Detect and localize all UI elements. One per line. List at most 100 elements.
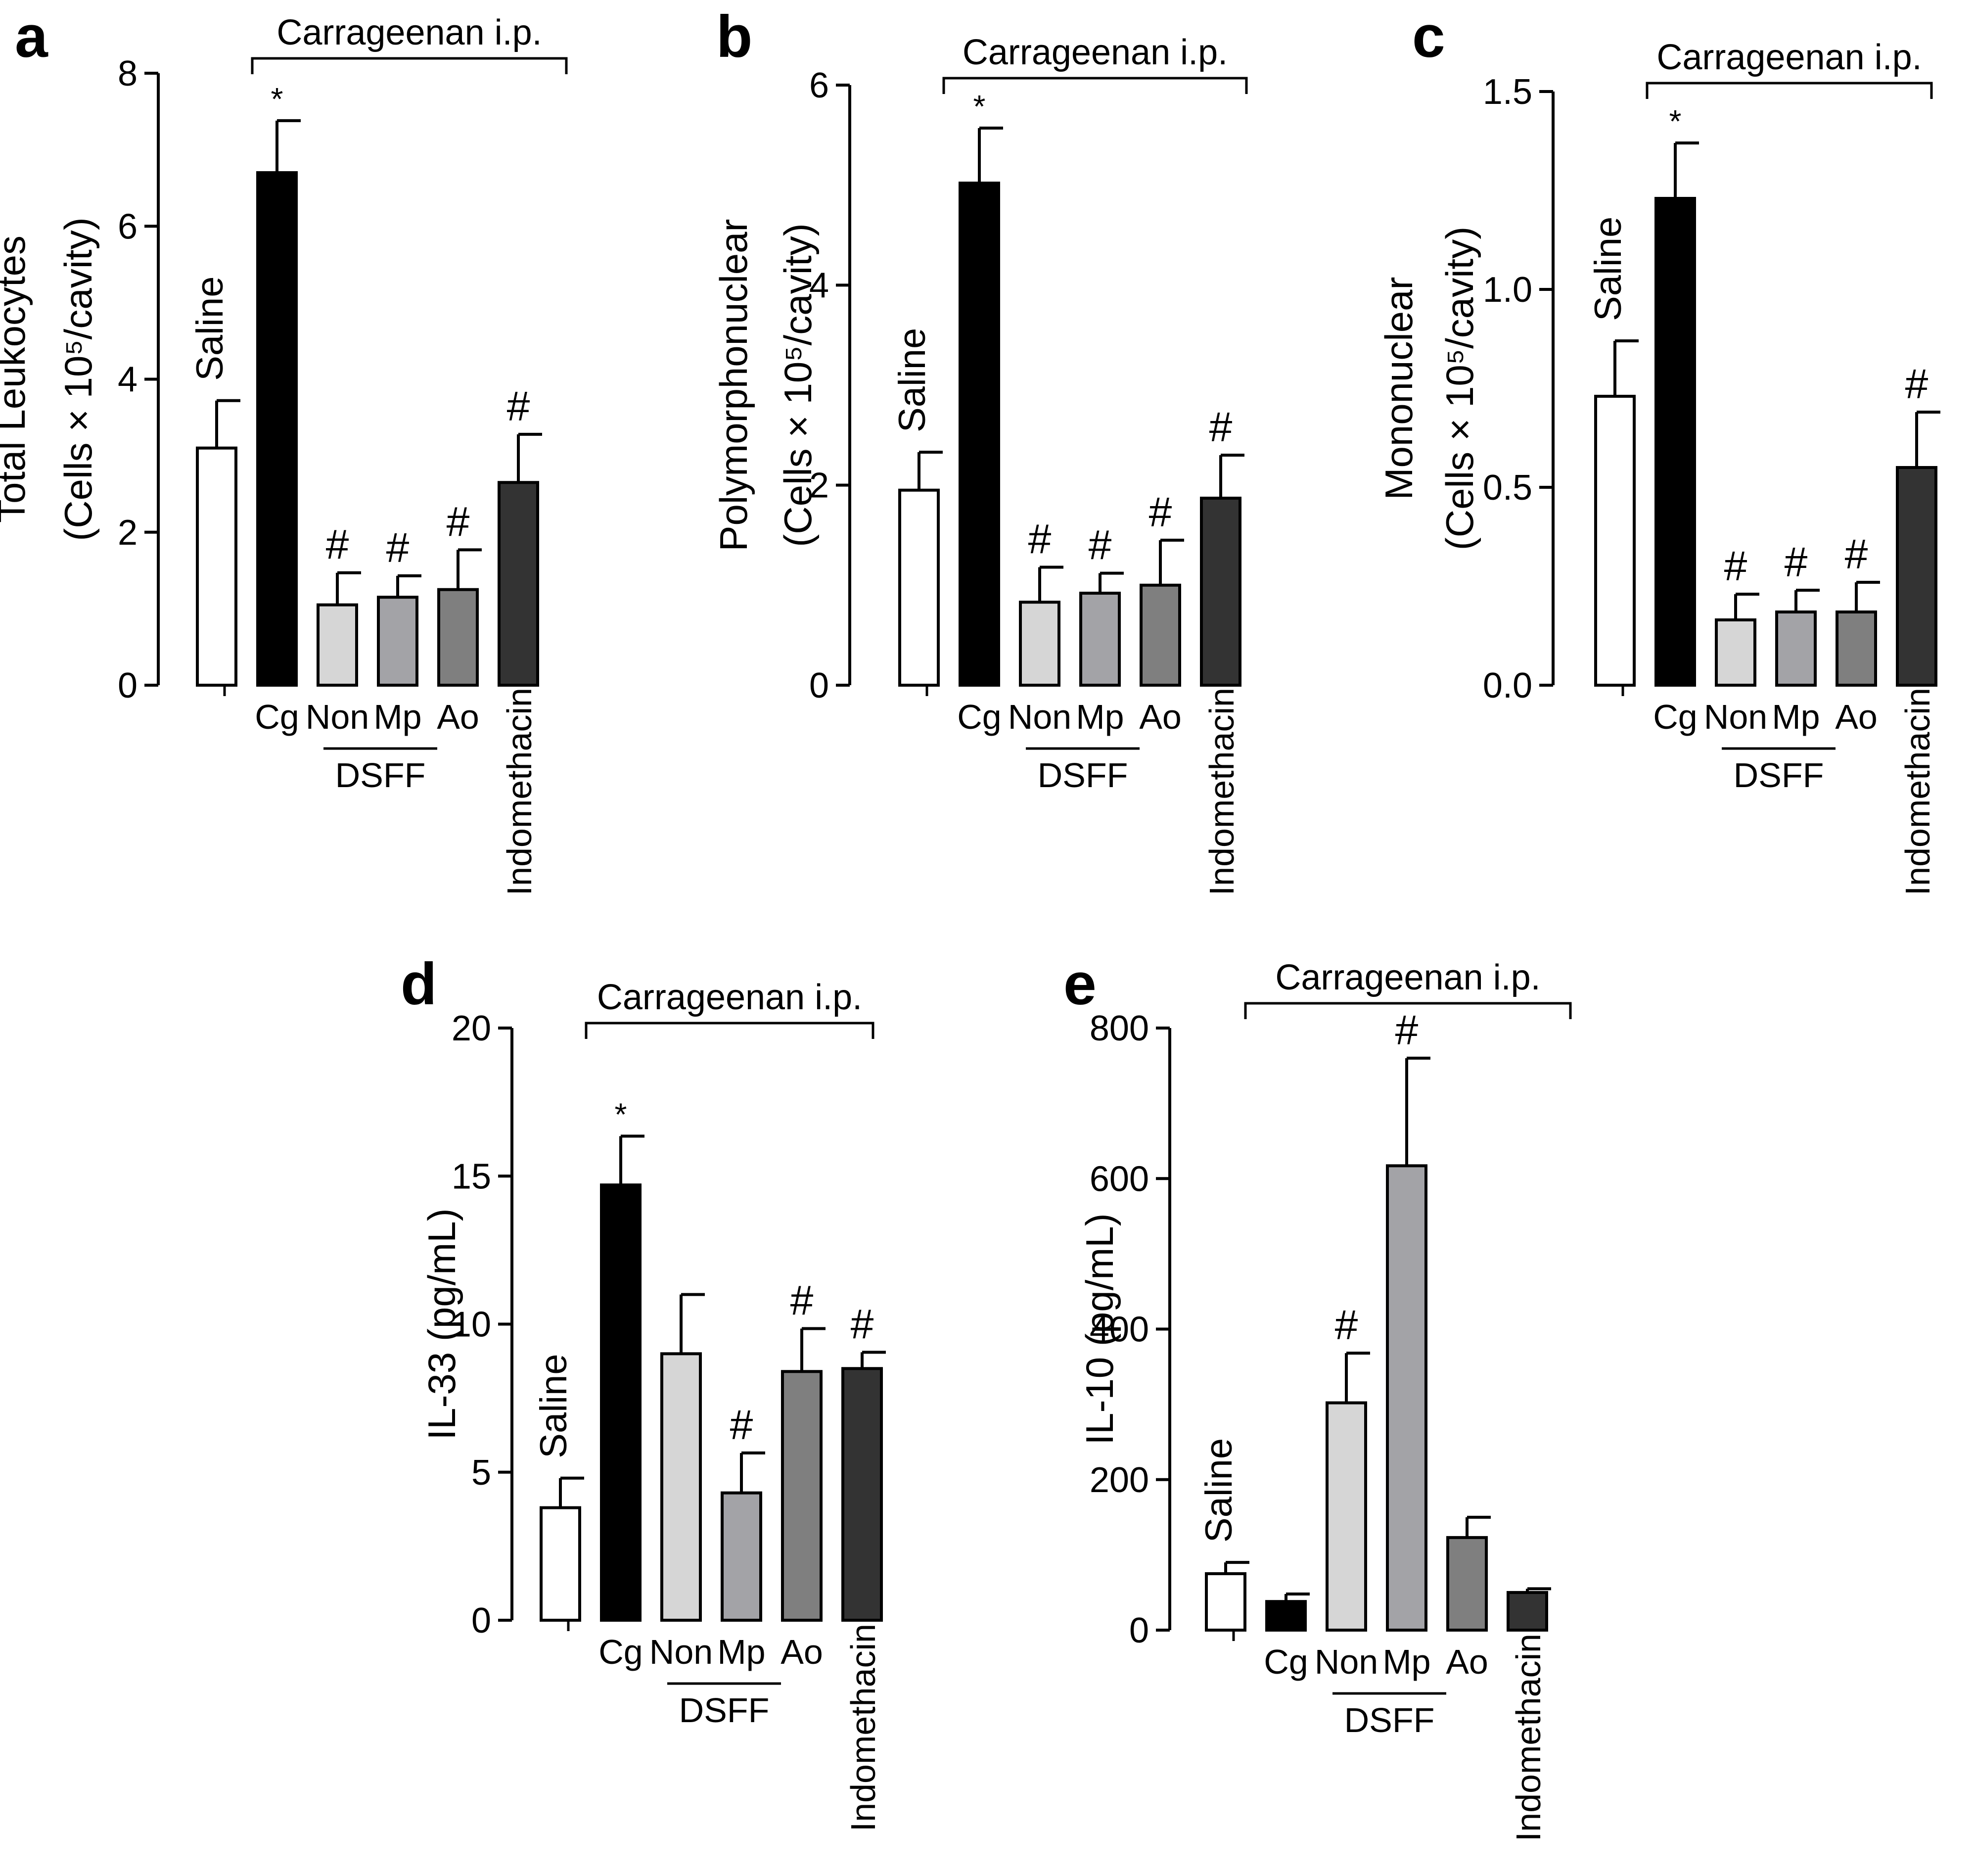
panel-letter: a [15, 3, 48, 70]
y-axis-label-units: (Cells × 10⁵/cavity) [56, 217, 100, 541]
carrageenan-bracket [1646, 82, 1933, 99]
dsff-group-label: DSFF [1344, 1701, 1435, 1739]
y-tick-label: 2 [809, 466, 829, 506]
y-tick-label: 400 [1090, 1310, 1149, 1350]
bar-cg [600, 1183, 642, 1622]
bar-ao [1446, 1536, 1488, 1632]
category-label-saline: Saline [1587, 217, 1629, 321]
y-tick-label: 0 [809, 666, 829, 705]
bar-saline [196, 446, 237, 687]
y-tick-label: 8 [118, 54, 138, 94]
category-label-ao: Ao [1446, 1642, 1488, 1681]
category-label-ao: Ao [1139, 698, 1182, 736]
category-label-cg: Cg [957, 698, 1001, 736]
significance-hash: # [1785, 539, 1808, 585]
bar-non [1019, 601, 1060, 687]
bar-saline [898, 488, 940, 687]
y-tick-label: 6 [118, 207, 138, 246]
y-axis-label: Total Leukocytes [0, 235, 33, 523]
y-tick-label: 2 [118, 513, 138, 553]
panel-letter: e [1063, 951, 1097, 1017]
bar-indomethacin [1200, 496, 1241, 687]
category-label-mp: Mp [717, 1633, 765, 1671]
category-label-saline: Saline [189, 277, 231, 381]
y-tick-label: 0 [471, 1601, 491, 1641]
y-tick-label: 4 [809, 266, 829, 305]
bar-ao [781, 1370, 823, 1622]
bar-mp [721, 1491, 762, 1622]
significance-star: * [973, 89, 986, 124]
y-axis-label: Polymorphonuclear [712, 219, 755, 551]
significance-star: * [271, 81, 283, 117]
category-label-saline: Saline [533, 1354, 575, 1458]
category-label-mp: Mp [1076, 698, 1124, 736]
bar-mp [1079, 592, 1121, 687]
category-label-non: Non [1704, 698, 1767, 736]
y-tick-label: 0 [1129, 1611, 1149, 1650]
bar-saline [1205, 1572, 1246, 1632]
y-axis-label: Mononuclear [1377, 277, 1421, 500]
chart-panel-a: a 0 2 4 6 8 Total Leukocytes (Cells × 10⁵/cavit… [0, 3, 568, 895]
bar-cg [1654, 197, 1696, 687]
category-label-mp: Mp [373, 698, 421, 736]
y-tick-label: 0.0 [1483, 666, 1532, 705]
significance-hash: # [386, 524, 410, 571]
bar-saline [1594, 395, 1636, 687]
category-label-indomethacin: Indomethacin [500, 688, 539, 895]
y-axis-label: IL-33 (pg/mL) [420, 1208, 463, 1440]
bar-mp [1386, 1164, 1427, 1632]
significance-hash: # [507, 383, 530, 429]
y-tick-label: 1.5 [1483, 72, 1532, 112]
y-tick-label: 200 [1090, 1460, 1149, 1500]
category-label-cg: Cg [598, 1633, 643, 1671]
bar-non [1326, 1401, 1367, 1632]
carrageenan-label: Carrageenan i.p. [597, 978, 862, 1017]
significance-hash: # [1395, 1007, 1419, 1053]
bar-cg [959, 182, 1000, 687]
significance-hash: # [1845, 531, 1868, 577]
bar-mp [377, 596, 418, 687]
y-tick-label: 4 [118, 360, 138, 400]
category-label-ao: Ao [781, 1633, 823, 1671]
bar-ao [1836, 610, 1877, 687]
y-axis-label-units: (Cells × 10⁵/cavity) [776, 223, 820, 547]
panel-letter: b [716, 3, 752, 70]
carrageenan-bracket [1244, 1002, 1572, 1019]
category-label-cg: Cg [1653, 698, 1697, 736]
category-label-mp: Mp [1382, 1642, 1430, 1681]
bar-cg [256, 171, 298, 687]
bar-non [660, 1352, 702, 1622]
category-label-non: Non [649, 1633, 713, 1671]
carrageenan-bracket [942, 77, 1248, 94]
chart-panel-e: e 0 200 400 600 800 IL-10 (pg/mL) Saline Cg # Non #… [1063, 951, 1572, 1841]
dsff-group-label: DSFF [335, 756, 426, 795]
category-label-non: Non [1315, 1642, 1378, 1681]
y-tick-label: 800 [1090, 1009, 1149, 1048]
y-tick-label: 1.0 [1483, 270, 1532, 310]
significance-hash: # [1149, 489, 1172, 535]
dsff-group-label: DSFF [1734, 756, 1824, 795]
significance-hash: # [1905, 361, 1929, 407]
chart-panel-d: d 0 5 10 15 20 IL-33 (pg/mL) Saline * Cg Non # Mp # Ao… [401, 951, 886, 1831]
y-tick-label: 6 [809, 66, 829, 105]
carrageenan-label: Carrageenan i.p. [1275, 958, 1540, 997]
carrageenan-bracket [585, 1022, 874, 1039]
bar-ao [437, 588, 479, 687]
category-label-saline: Saline [1198, 1438, 1240, 1543]
significance-hash: # [1335, 1302, 1358, 1348]
significance-hash: # [447, 498, 470, 545]
y-tick-label: 10 [452, 1305, 491, 1345]
significance-star: * [615, 1096, 627, 1132]
y-tick-label: 15 [452, 1157, 491, 1196]
category-label-indomethacin: Indomethacin [1509, 1634, 1548, 1841]
bar-indomethacin [1896, 466, 1937, 687]
significance-hash: # [1089, 522, 1112, 568]
panel-letter: d [401, 951, 437, 1017]
category-label-ao: Ao [1835, 698, 1878, 736]
significance-hash: # [1724, 543, 1747, 589]
category-label-mp: Mp [1772, 698, 1820, 736]
bar-indomethacin [498, 481, 539, 687]
y-tick-label: 20 [452, 1009, 491, 1048]
carrageenan-label: Carrageenan i.p. [276, 13, 542, 52]
